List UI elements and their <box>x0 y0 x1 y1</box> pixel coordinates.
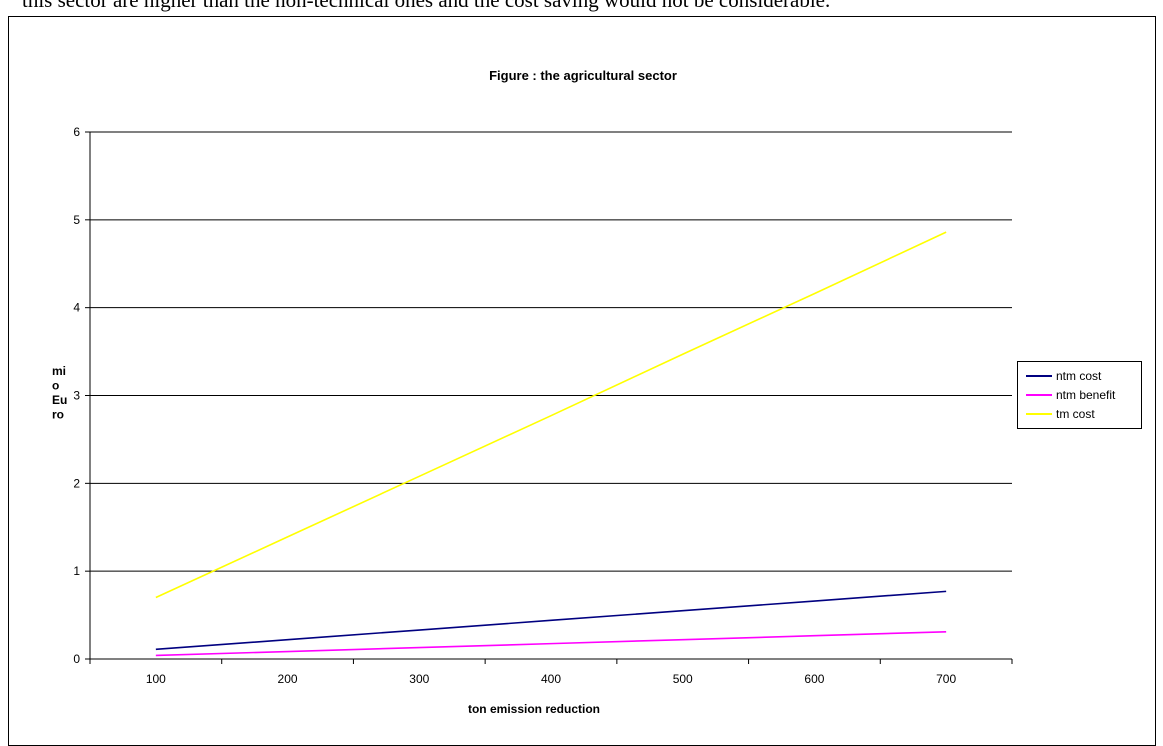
y-tick-label: 5 <box>73 213 80 227</box>
legend-swatch-ntm-benefit <box>1026 394 1052 396</box>
legend-label-ntm-cost: ntm cost <box>1056 369 1102 383</box>
series-lines <box>155 231 947 657</box>
document-text-fragment: this sector are higher than the non-tech… <box>22 0 831 12</box>
x-tick-label: 500 <box>673 672 693 686</box>
legend-swatch-tm-cost <box>1026 413 1052 415</box>
x-tick-label: 400 <box>541 672 561 686</box>
y-axis-label-line: Eu <box>52 393 67 407</box>
legend-swatch-ntm-cost <box>1026 375 1052 377</box>
legend-item-ntm-benefit: ntm benefit <box>1026 386 1115 404</box>
x-tick-labels: 100 200 300 400 500 600 700 <box>146 672 957 686</box>
y-tick-labels: 0 1 2 3 4 5 6 <box>73 125 80 666</box>
legend-label-tm-cost: tm cost <box>1056 407 1095 421</box>
y-tick-label: 2 <box>73 476 80 490</box>
x-tick-label: 300 <box>409 672 429 686</box>
legend-label-ntm-benefit: ntm benefit <box>1056 388 1116 402</box>
y-axis-label-line: ro <box>52 408 64 422</box>
series-line-tm-cost <box>155 231 947 599</box>
series-line-ntm-benefit <box>155 630 947 657</box>
y-tick-label: 1 <box>73 564 80 578</box>
x-axis-label: ton emission reduction <box>468 702 600 716</box>
chart-title: Figure : the agricultural sector <box>489 68 677 83</box>
y-tick-label: 3 <box>73 389 80 403</box>
y-tick-label: 4 <box>73 301 80 315</box>
legend-item-ntm-cost: ntm cost <box>1026 367 1101 385</box>
gridlines <box>90 131 1012 572</box>
x-tick-label: 700 <box>936 672 956 686</box>
y-axis-label-line: mi <box>52 364 66 378</box>
chart-frame <box>8 16 1156 746</box>
x-tick-label: 200 <box>278 672 298 686</box>
legend-item-tm-cost: tm cost <box>1026 405 1095 423</box>
x-tick-label: 100 <box>146 672 166 686</box>
x-tick-label: 600 <box>804 672 824 686</box>
y-tick-label: 0 <box>73 652 80 666</box>
series-line-ntm-cost <box>155 590 947 651</box>
y-tick-label: 6 <box>73 125 80 139</box>
axes <box>85 131 1013 664</box>
y-axis-label-line: o <box>52 379 59 393</box>
legend: ntm cost ntm benefit tm cost <box>1017 361 1142 429</box>
